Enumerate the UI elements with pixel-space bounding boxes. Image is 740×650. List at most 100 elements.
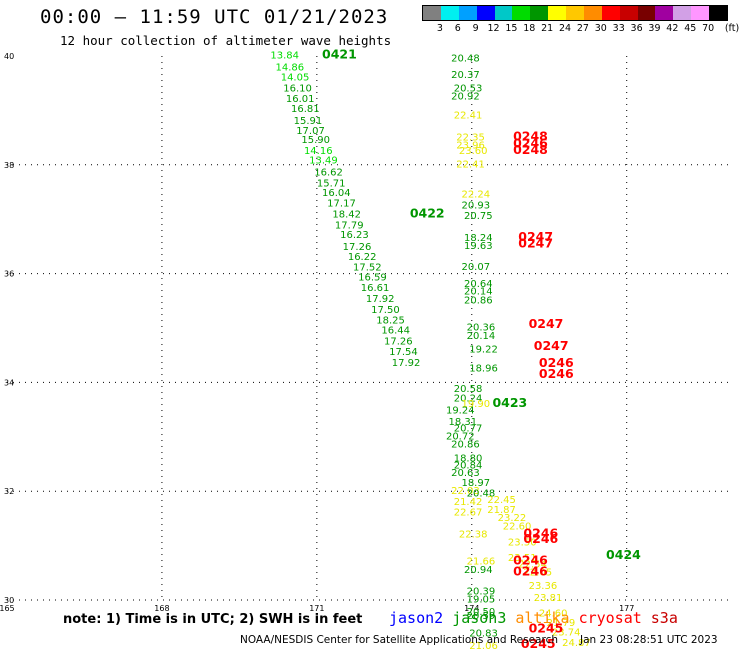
wave-height-label: 23.50 [508,538,537,549]
wave-height-label: 20.53 [454,83,483,94]
wave-height-label: 20.50 [467,607,496,618]
wave-height-label: 20.86 [464,296,493,307]
legend-swatch [655,6,674,20]
pass-time-label: 0247 [534,338,569,353]
legend-label: 30 [594,23,607,34]
wave-height-label: 20.14 [467,331,496,342]
wave-height-label: 18.97 [461,478,490,489]
legend-swatch [423,6,441,20]
legend-swatch [566,6,584,20]
wave-height-label: 19.24 [446,405,475,416]
wave-height-label: 20.58 [454,384,483,395]
wave-height-label: 23.36 [529,581,558,592]
pass-time-label: 0247 [529,316,564,331]
legend-swatches [422,5,728,21]
wave-height-label: 23.60 [459,146,488,157]
wave-height-label: 20.07 [461,262,490,273]
wave-height-label: 20.48 [451,53,480,64]
y-tick-label: 38 [4,161,14,170]
pass-time-label: 0246 [513,564,548,579]
legend-swatch [673,6,692,20]
wave-height-label: 18.25 [376,316,405,327]
wave-height-label: 20.63 [451,468,480,479]
wave-height-label: 24.87 [562,638,591,649]
pass-time-label: 0422 [410,206,445,221]
wave-height-label: 20.93 [461,200,490,211]
pass-time-label: 0247 [518,229,553,244]
legend-label: 39 [648,23,661,34]
x-tick-label: 171 [309,604,324,613]
wave-height-label: 14.05 [281,72,310,83]
legend-swatch [494,6,513,20]
wave-height-label: 16.22 [348,252,377,263]
legend-label: 45 [684,23,697,34]
pass-time-label: 0246 [513,553,548,568]
wave-height-label: 20.72 [446,432,475,443]
wave-height-label: 19.63 [464,241,493,252]
wave-height-label: 14.86 [276,63,305,74]
wave-height-label: 20.86 [451,440,480,451]
x-tick-label: 177 [619,604,634,613]
legend-swatch [691,6,709,20]
pass-time-label: 0245 [529,621,564,636]
wave-height-label: 20.92 [451,92,480,103]
wave-height-label: 22.41 [456,160,485,171]
axis-ticks: 165 168 171 174 177 30 32 34 36 38 40 [0,52,634,613]
pass-time-label: 0246 [513,135,548,150]
wave-height-label: 23.22 [498,513,527,524]
y-tick-label: 36 [4,270,14,279]
wave-height-label: 23.81 [534,593,563,604]
y-tick-label: 40 [4,52,14,61]
x-tick-label: 174 [464,604,479,613]
legend-label: 15 [505,23,518,34]
chart-title: 00:00 – 11:59 UTC 01/21/2023 [40,6,389,28]
wave-height-label: 21.79 [547,618,576,629]
wave-height-label: 20.37 [451,70,480,81]
credit-text: NOAA/NESDIS Center for Satellite Applica… [240,634,558,646]
y-tick-label: 34 [4,378,14,387]
y-tick-label: 32 [4,487,14,496]
wave-height-label: 23.51 [508,553,537,564]
pass-time-label: 0247 [518,235,553,250]
legend-swatch [637,6,656,20]
wave-height-label: 18.80 [454,453,483,464]
pass-time-label: 0248 [513,128,548,143]
wave-height-label: 20.75 [464,211,493,222]
wave-height-label: 17.17 [327,199,356,210]
wave-height-label: 14.16 [304,146,333,157]
wave-height-label: 19.05 [467,595,496,606]
pass-time-label: 0246 [523,531,558,546]
wave-height-label: 17.79 [335,220,364,231]
wave-height-label: 22.35 [456,132,485,143]
wave-height-label: 16.23 [340,230,369,241]
wave-height-label: 18.24 [464,233,493,244]
satellite-cryosat: cryosat [578,609,642,627]
legend-swatch [530,6,549,20]
satellite-jason3: jason3 [452,609,507,627]
wave-height-label: 18.42 [332,210,361,221]
wave-height-label: 17.50 [371,305,400,316]
wave-height-label: 20.77 [454,423,483,434]
pass-labels: 0421042204230424024802460248024702470247… [322,47,641,650]
legend-labels: 3 6 9 12 15 18 21 24 27 30 33 36 39 42 45 70 (ft) [422,21,740,35]
legend-label: 3 [436,23,443,34]
wave-height-label: 15.91 [294,116,323,127]
x-tick-label: 168 [154,604,169,613]
wave-height-label: 17.26 [384,336,413,347]
grid-lines [7,56,730,601]
y-tick-label: 30 [4,596,14,605]
wave-height-label: 17.52 [353,262,382,273]
wave-height-label: 22.38 [459,529,488,540]
legend-swatch [476,6,495,20]
legend-swatch [601,6,620,20]
pass-time-label: 0246 [539,355,574,370]
color-legend: 3 6 9 12 15 18 21 24 27 30 33 36 39 42 45 70 (ft) [422,5,740,35]
wave-height-label: 16.61 [361,283,390,294]
wave-height-label: 20.84 [454,460,483,471]
satellite-altika: altika [515,609,570,627]
wave-height-label: 20.39 [467,587,496,598]
wave-height-label: 24.60 [539,608,568,619]
legend-swatch [512,6,531,20]
wave-height-label: 22.67 [454,508,483,519]
